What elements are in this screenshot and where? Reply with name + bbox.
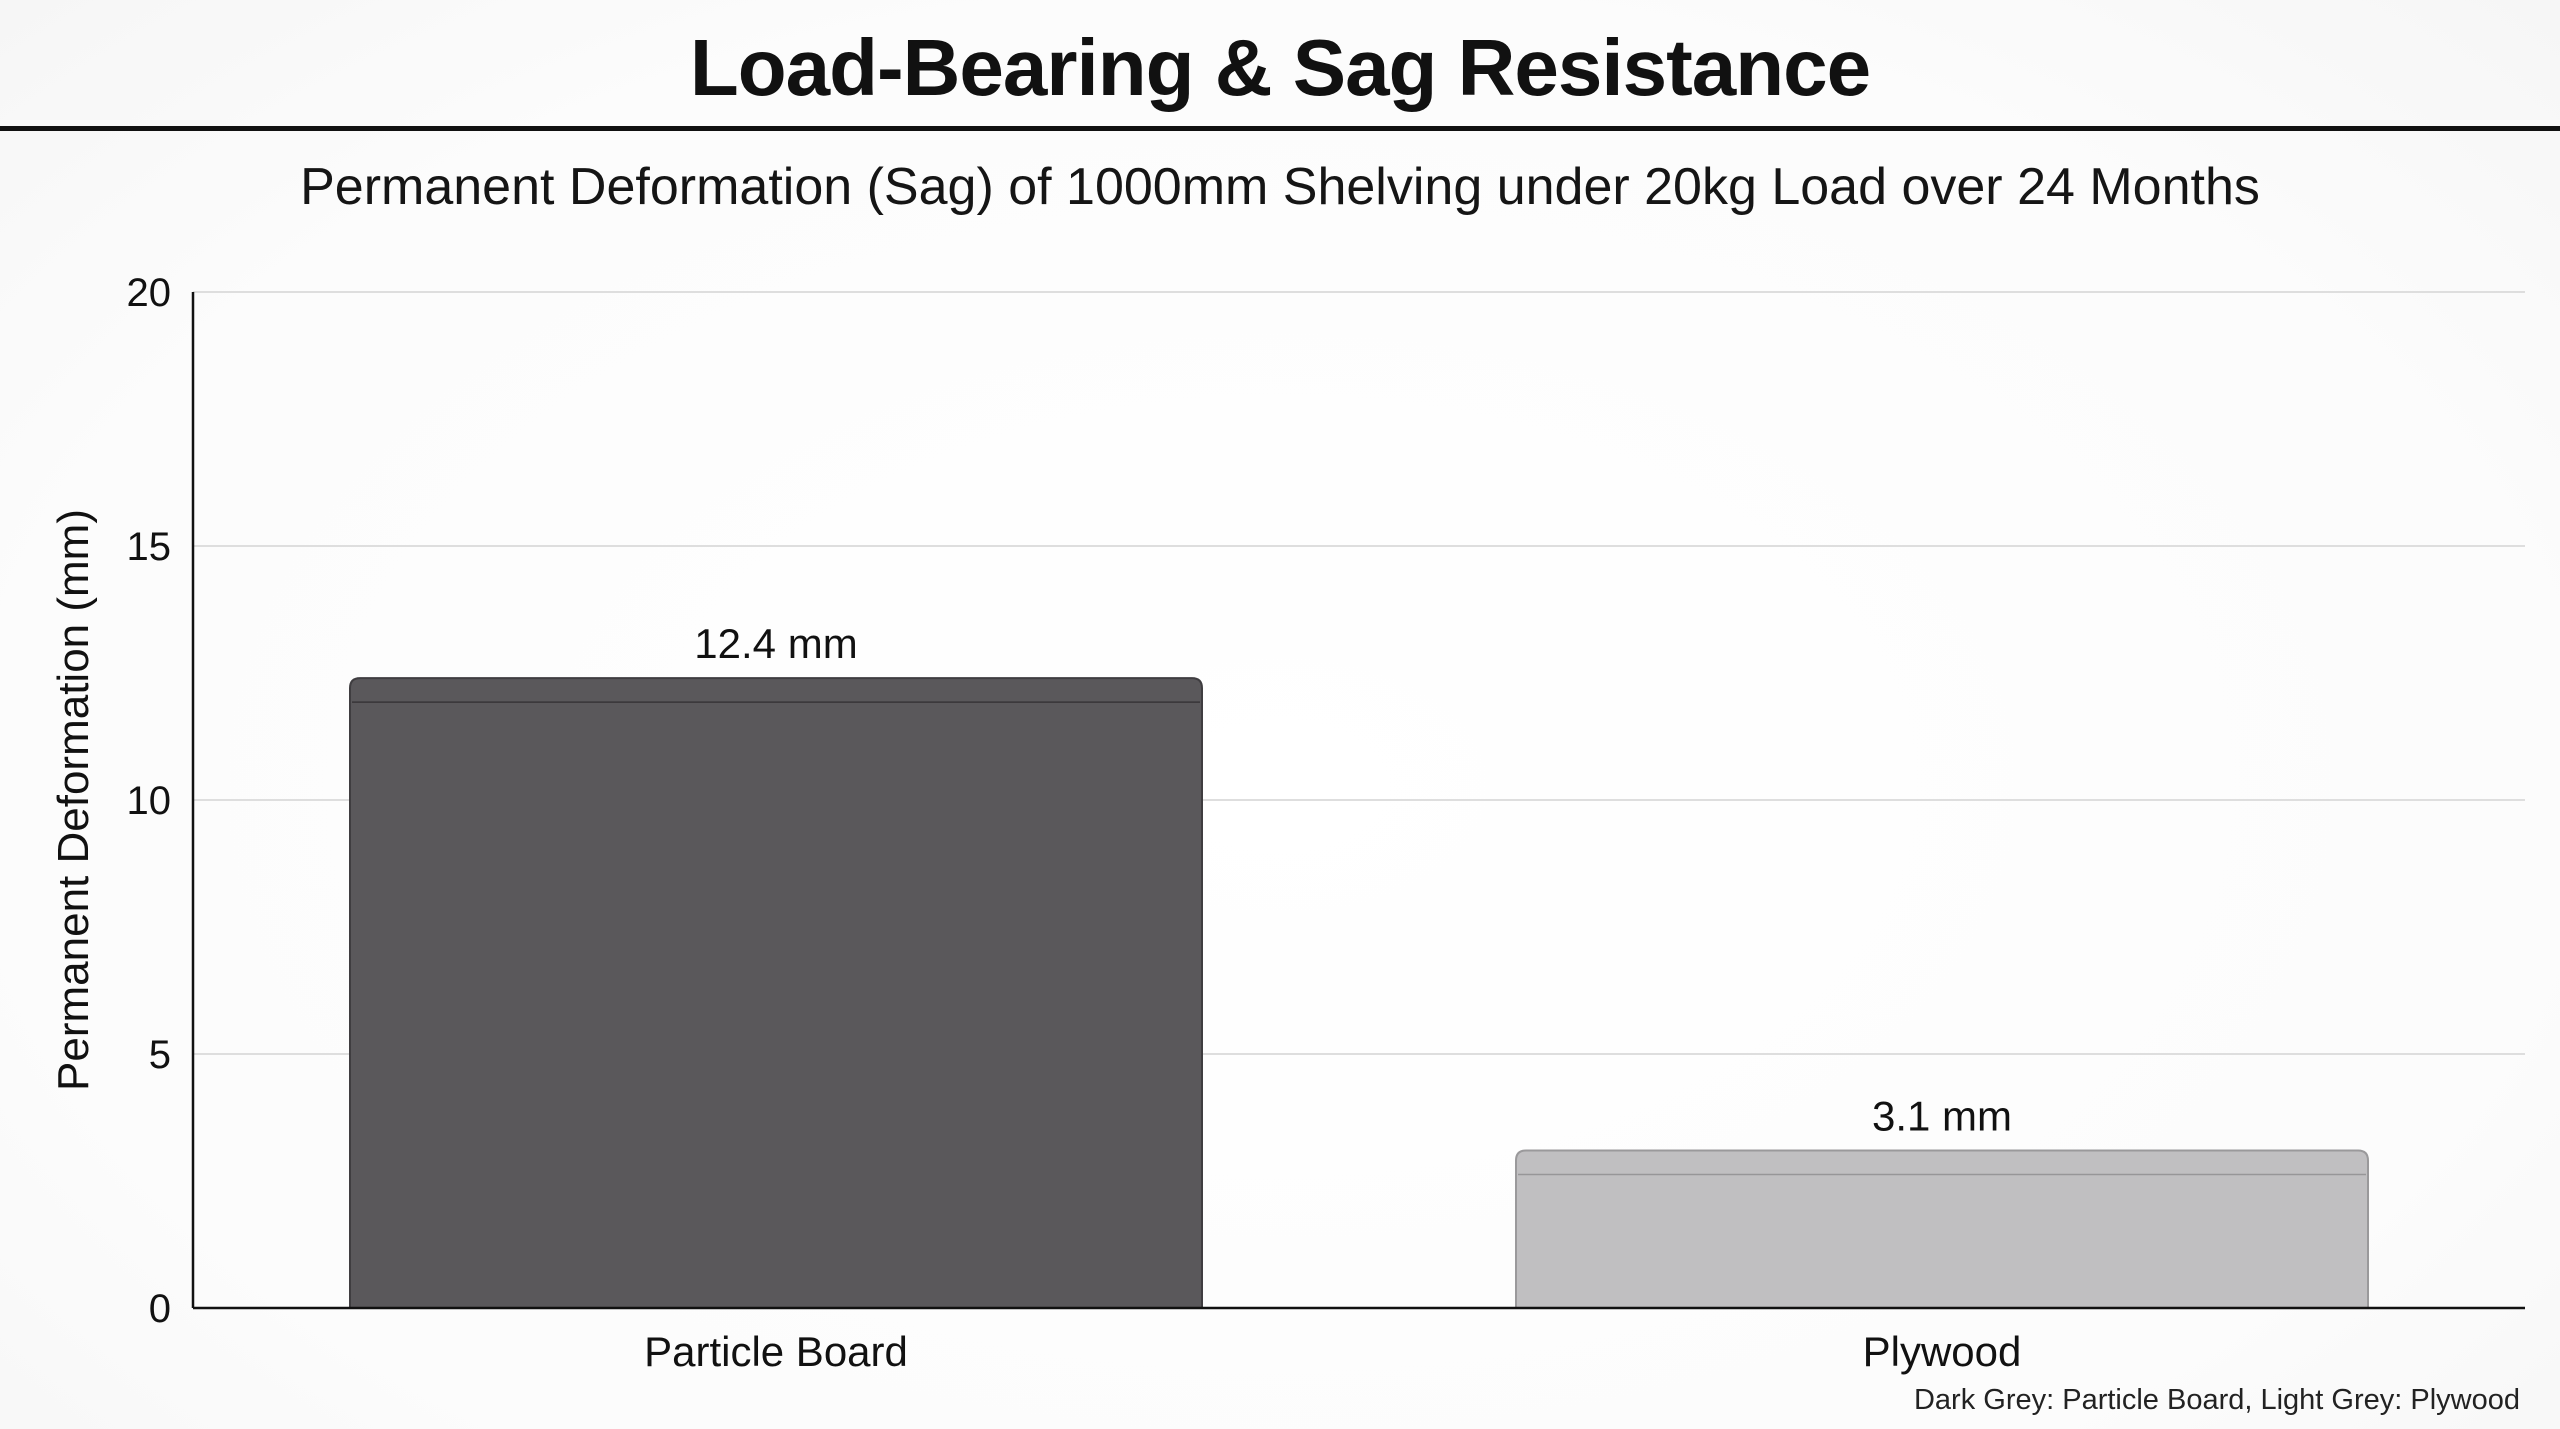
axes xyxy=(191,292,2525,1310)
y-axis-label: Permanent Deformation (mm) xyxy=(49,509,98,1091)
data-label: 3.1 mm xyxy=(1872,1093,2012,1140)
bar-plywood xyxy=(1515,1149,2369,1309)
y-tick-label: 10 xyxy=(127,779,172,823)
chart-subtitle: Permanent Deformation (Sag) of 1000mm Sh… xyxy=(300,158,2260,216)
x-tick-label: Plywood xyxy=(1863,1328,2022,1375)
y-tick-label: 20 xyxy=(127,271,172,315)
x-tick-label: Particle Board xyxy=(644,1328,908,1375)
bar-particle-board xyxy=(349,677,1203,1309)
y-tick-label: 0 xyxy=(149,1287,171,1331)
bars xyxy=(349,677,2369,1309)
data-label: 12.4 mm xyxy=(694,620,857,667)
labels: 0 5 10 15 20 12.4 mm Particle Board 3.1 mm Plywo… xyxy=(49,271,2021,1375)
y-tick-label: 15 xyxy=(127,525,172,569)
title-divider xyxy=(0,126,2560,131)
page-title: Load-Bearing & Sag Resistance xyxy=(689,23,1871,112)
y-tick-label: 5 xyxy=(149,1033,171,1077)
legend-note: Dark Grey: Particle Board, Light Grey: P… xyxy=(1913,1384,2520,1416)
